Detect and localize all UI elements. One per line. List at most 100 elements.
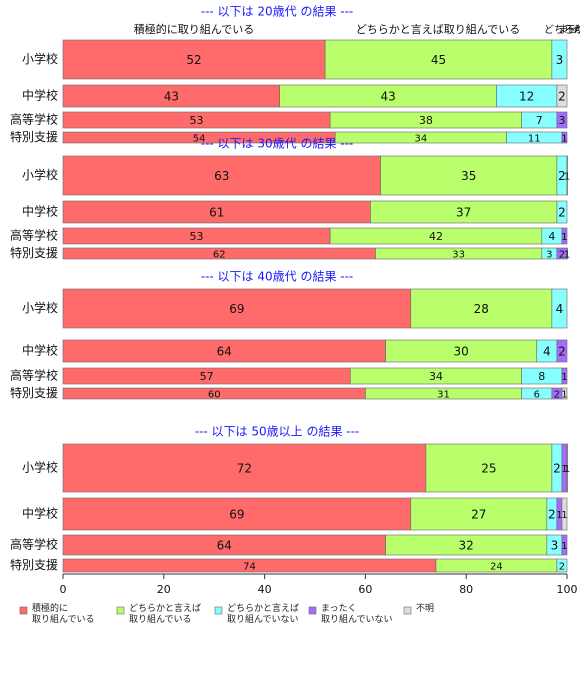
row-label: 中学校 — [22, 204, 58, 219]
bar-segment — [556, 200, 568, 224]
bar-segment — [561, 497, 568, 531]
legend-label: 積極的に取り組んでいる — [32, 602, 95, 625]
row-label: 中学校 — [22, 343, 58, 358]
data-label: 2 — [558, 90, 566, 104]
legend-swatch — [403, 606, 412, 615]
data-label: 54 — [193, 134, 206, 145]
group-heading: --- 以下は 50歳以上 の結果 --- — [195, 425, 360, 439]
row-label: 特別支援 — [10, 557, 58, 572]
data-label: 38 — [419, 114, 433, 127]
data-label: 1 — [561, 372, 567, 383]
data-label: 45 — [431, 53, 446, 67]
bar-segment — [410, 288, 553, 329]
data-label: 43 — [164, 90, 179, 104]
legend-swatch — [214, 606, 223, 615]
data-label: 52 — [186, 53, 201, 67]
data-label: 60 — [208, 390, 221, 401]
group-heading: --- 以下は 20歳代 の結果 --- — [201, 5, 354, 19]
row-label: 高等学校 — [10, 537, 58, 552]
data-label: 69 — [229, 302, 244, 316]
x-tick-label: 0 — [60, 583, 67, 596]
legend-swatch — [116, 606, 125, 615]
data-label: 72 — [237, 462, 252, 476]
bar-segment — [551, 288, 568, 329]
data-label: 2 — [558, 206, 566, 220]
data-label: 1 — [564, 172, 570, 183]
data-label: 2 — [553, 462, 561, 476]
legend-label: 不明 — [416, 603, 434, 614]
data-label: 74 — [243, 562, 256, 573]
bar-segment — [556, 339, 568, 363]
data-label: 33 — [452, 250, 465, 261]
data-label: 53 — [190, 114, 204, 127]
bar-segment — [556, 111, 568, 129]
legend-label: どちらかと言えば取り組んでいる — [129, 602, 201, 625]
bar-segment — [62, 39, 326, 80]
data-label: 61 — [209, 206, 224, 220]
x-tick-label: 40 — [258, 583, 272, 596]
data-label: 53 — [190, 230, 204, 243]
data-label: 1 — [561, 464, 567, 475]
bar-segment — [556, 84, 568, 108]
legend-label: どちらかと言えば取り組んでいない — [227, 602, 299, 625]
x-tick-label: 60 — [358, 583, 372, 596]
group-heading: --- 以下は 30歳代 の結果 --- — [201, 137, 354, 151]
row-label: 特別支援 — [10, 129, 58, 144]
data-label: 3 — [558, 114, 565, 127]
data-label: 34 — [414, 134, 427, 145]
data-label: 3 — [556, 53, 564, 67]
data-label: 4 — [548, 230, 555, 243]
data-label: 1 — [564, 250, 570, 261]
bar-segment — [425, 443, 553, 493]
data-label: 69 — [229, 508, 244, 522]
data-label: 2 — [554, 390, 560, 401]
row-label: 特別支援 — [10, 385, 58, 400]
data-label: 1 — [561, 232, 567, 243]
data-label: 27 — [471, 508, 486, 522]
legend-swatch — [308, 606, 317, 615]
row-label: 小学校 — [22, 167, 58, 182]
data-label: 2 — [548, 508, 556, 522]
data-label: 11 — [528, 134, 541, 145]
data-label: 64 — [217, 345, 232, 359]
top-category-label: まったく取り組んでいない — [558, 23, 580, 36]
bar-segment — [62, 497, 412, 531]
x-tick-label: 80 — [459, 583, 473, 596]
bar-segment — [62, 288, 412, 329]
bar-segment — [561, 534, 568, 556]
row-label: 高等学校 — [10, 228, 58, 243]
row-label: 中学校 — [22, 506, 58, 521]
data-label: 25 — [481, 462, 496, 476]
data-label: 6 — [534, 390, 540, 401]
data-label: 1 — [561, 390, 567, 401]
data-label: 31 — [437, 390, 450, 401]
bar-segment — [561, 387, 568, 400]
data-label: 2 — [559, 562, 565, 573]
data-label: 2 — [558, 169, 566, 183]
data-label: 35 — [461, 169, 476, 183]
row-label: 小学校 — [22, 51, 58, 66]
row-label: 特別支援 — [10, 245, 58, 260]
top-category-label: 不明 — [565, 24, 580, 36]
data-label: 3 — [546, 250, 552, 261]
row-label: 中学校 — [22, 88, 58, 103]
data-label: 62 — [213, 250, 226, 261]
data-label: 30 — [454, 345, 469, 359]
bar-segment — [410, 497, 548, 531]
row-label: 小学校 — [22, 460, 58, 475]
bar-segment — [551, 39, 568, 80]
data-label: 2 — [558, 345, 566, 359]
bar-segment — [566, 155, 568, 196]
data-label: 1 — [561, 510, 567, 521]
data-label: 12 — [519, 90, 534, 104]
data-label: 7 — [536, 114, 543, 127]
data-label: 32 — [459, 539, 474, 553]
group-heading: --- 以下は 40歳代 の結果 --- — [201, 270, 354, 284]
data-label: 63 — [214, 169, 229, 183]
data-label: 2 — [559, 250, 565, 261]
data-label: 43 — [380, 90, 395, 104]
bar-segment — [561, 227, 568, 245]
data-label: 1 — [556, 510, 562, 521]
bar-segment — [561, 131, 568, 144]
